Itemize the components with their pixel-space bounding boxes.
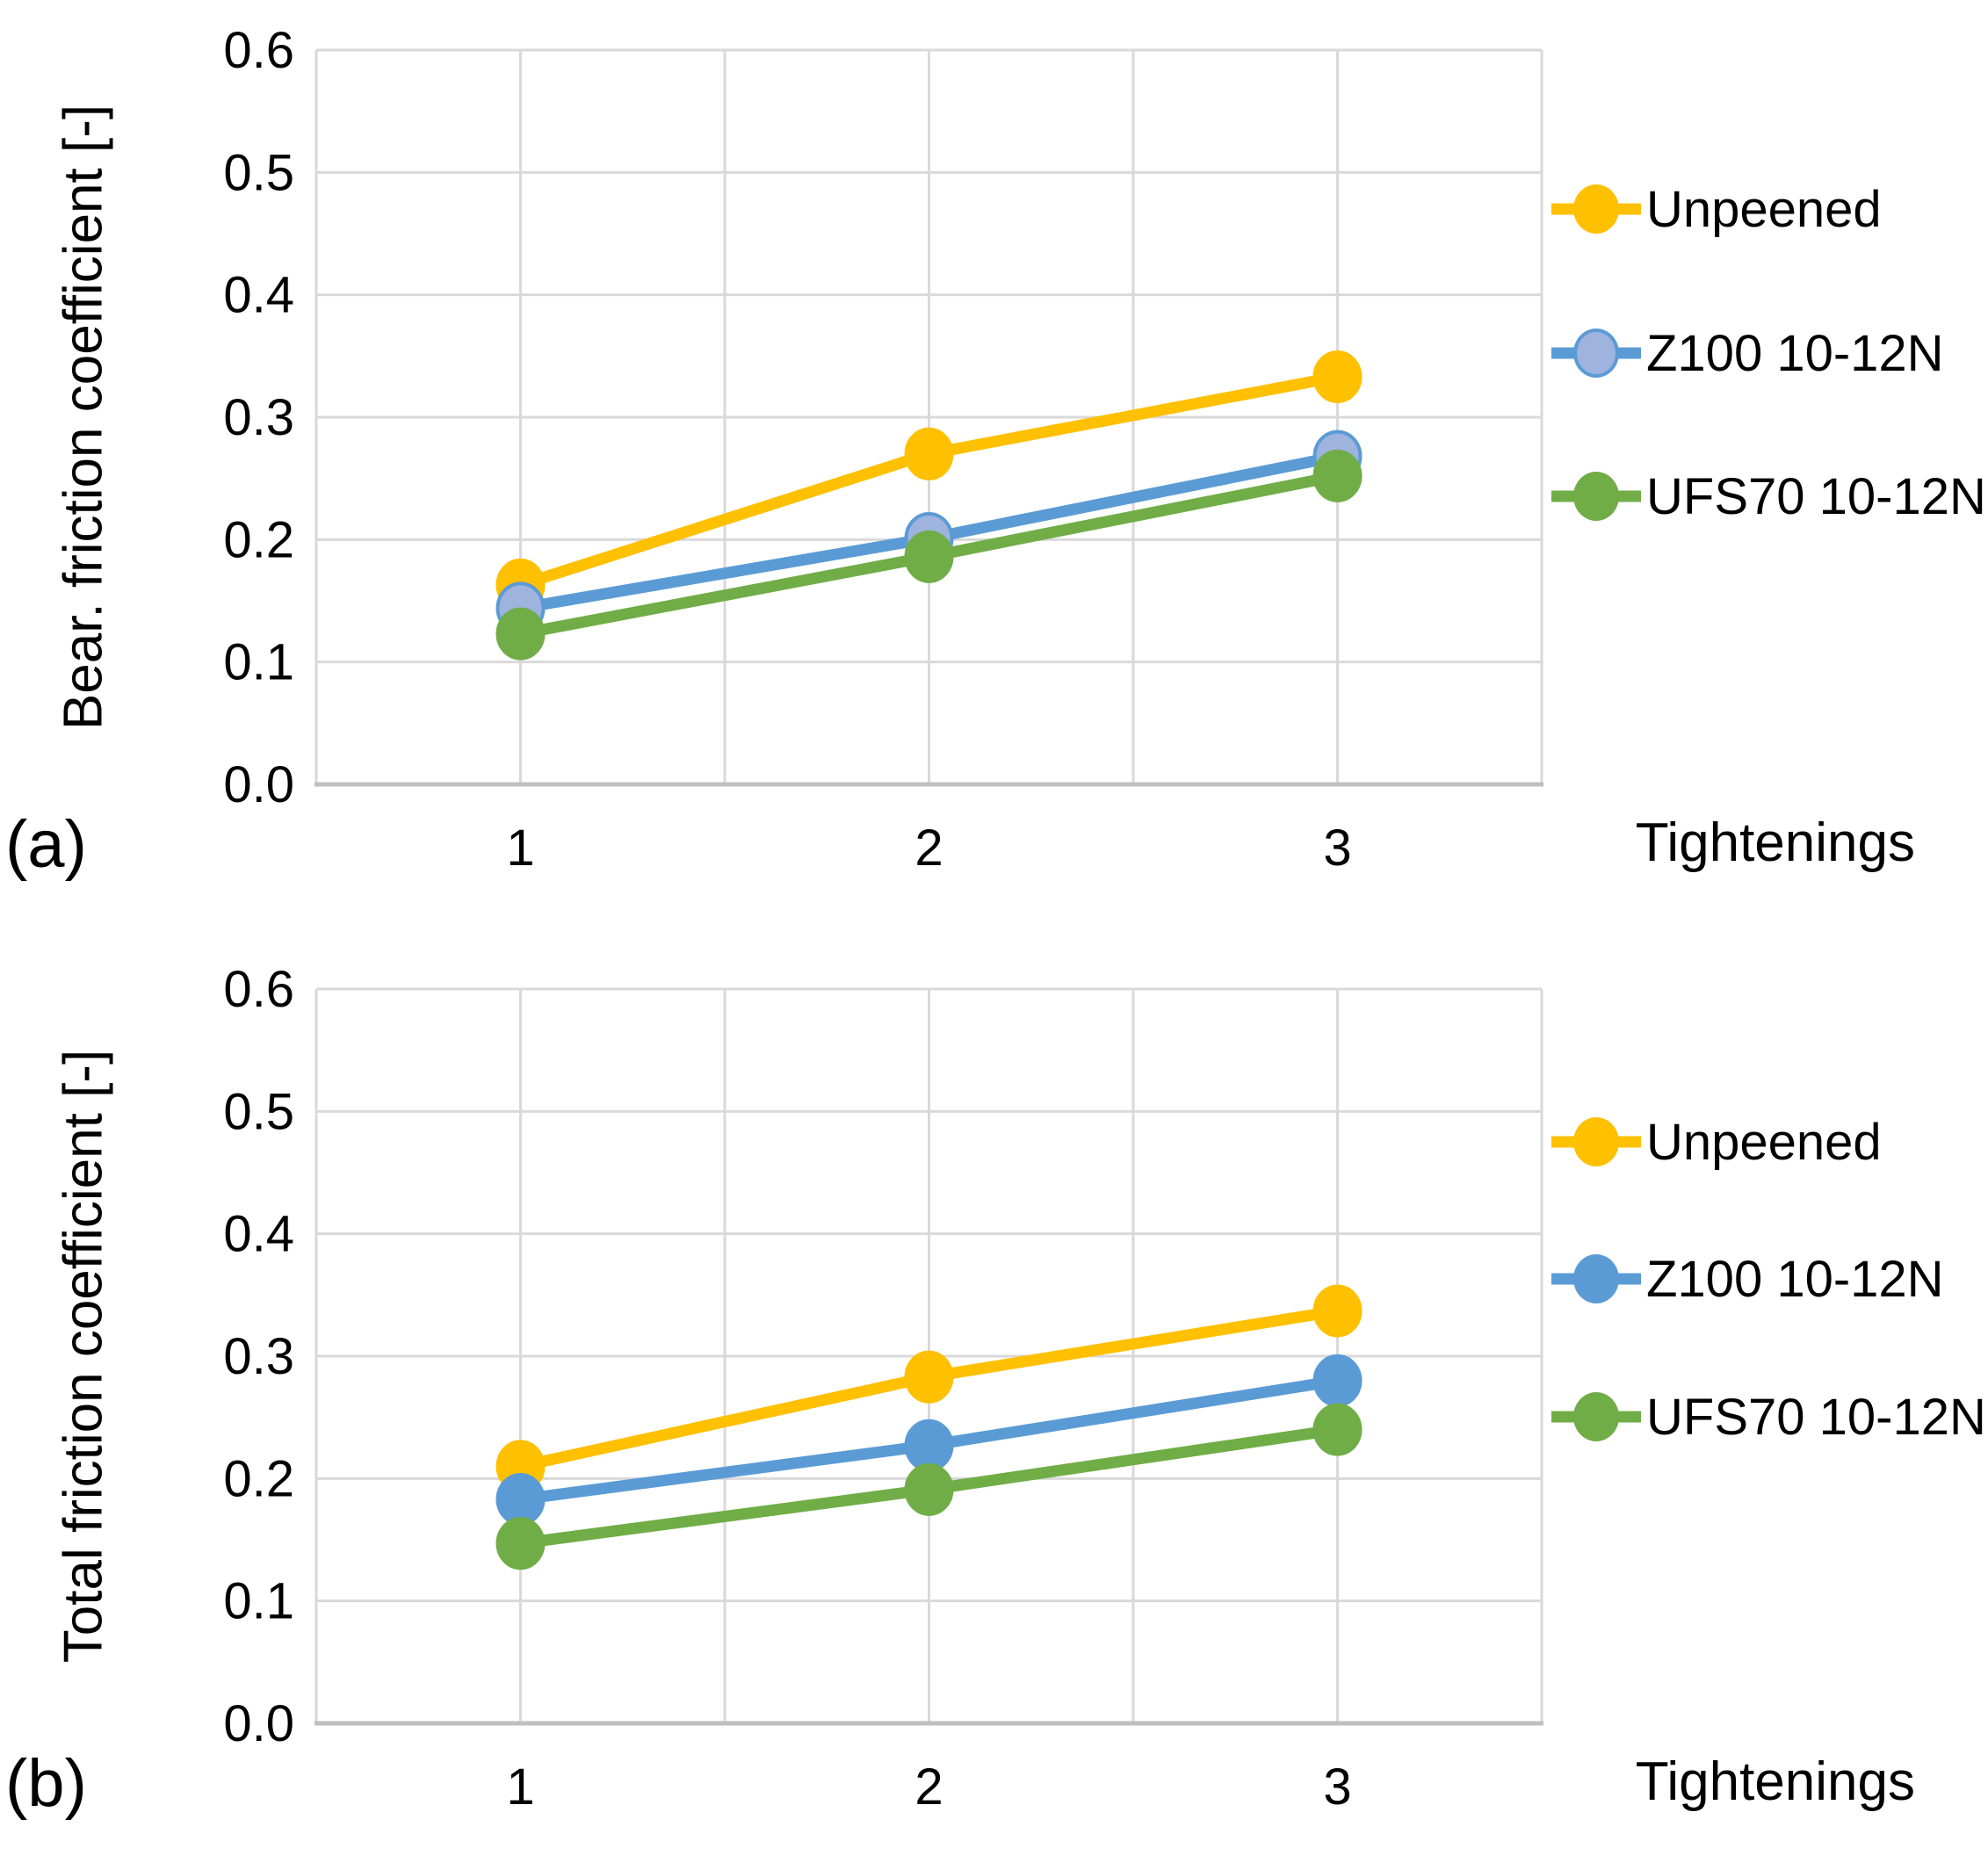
legend-line-marker-icon xyxy=(1551,1389,1641,1445)
data-point-marker xyxy=(1312,1354,1363,1407)
y-tick-label: 0.6 xyxy=(223,961,294,1018)
chart-a-x-axis-title: Tightenings xyxy=(1635,812,1915,873)
x-tick-label: 1 xyxy=(506,819,534,877)
panel-a-label: (a) xyxy=(5,807,87,882)
data-point-marker xyxy=(495,607,546,661)
legend-line-marker-icon xyxy=(1551,1251,1641,1307)
data-point-marker xyxy=(904,1462,954,1516)
chart-b-panel: 0.6 0.5 0.4 0.3 0.2 0.1 0.0 1 2 3 Total friction … xyxy=(0,939,1988,1870)
legend-item: Unpeened xyxy=(1551,180,1882,238)
y-tick-label: 0.5 xyxy=(223,144,294,201)
data-point-marker xyxy=(904,1419,954,1472)
data-point-marker xyxy=(904,427,954,480)
y-tick-label: 0.1 xyxy=(223,634,294,691)
chart-a-panel: 0.6 0.5 0.4 0.3 0.2 0.1 0.0 1 2 3 Bear. friction … xyxy=(0,0,1988,931)
data-point-marker xyxy=(1312,350,1363,404)
data-point-marker xyxy=(904,530,954,583)
y-tick-label: 0.2 xyxy=(223,1450,294,1507)
x-tick-label: 2 xyxy=(914,1758,943,1816)
legend-item: Z100 10-12N xyxy=(1551,1250,1944,1308)
legend-item: UFS70 10-12N xyxy=(1551,1388,1986,1446)
data-point-marker xyxy=(1312,1284,1363,1338)
chart-b-canvas: 0.6 0.5 0.4 0.3 0.2 0.1 0.0 1 2 3 xyxy=(223,961,1543,1816)
chart-b-legend: Unpeened Z100 10-12N UFS70 10-12N xyxy=(1551,939,1988,1870)
x-tick-label: 2 xyxy=(914,819,943,877)
y-tick-label: 0.2 xyxy=(223,511,294,568)
legend-label: UFS70 10-12N xyxy=(1646,1388,1986,1446)
chart-a-canvas: 0.6 0.5 0.4 0.3 0.2 0.1 0.0 1 2 3 xyxy=(223,22,1543,877)
data-point-marker xyxy=(904,1350,954,1404)
data-point-marker xyxy=(495,1517,546,1570)
legend-item: Z100 10-12N xyxy=(1551,324,1944,382)
y-tick-label: 0.0 xyxy=(223,1695,294,1752)
legend-line-marker-icon xyxy=(1551,468,1641,524)
legend-label: Unpeened xyxy=(1646,180,1882,238)
data-point-marker xyxy=(495,1473,546,1527)
legend-item: UFS70 10-12N xyxy=(1551,467,1986,525)
legend-label: UFS70 10-12N xyxy=(1646,467,1986,525)
chart-a-legend: Unpeened Z100 10-12N UFS70 10-12N xyxy=(1551,0,1988,931)
y-tick-label: 0.3 xyxy=(223,1328,294,1385)
panel-b-label: (b) xyxy=(5,1746,87,1821)
y-tick-label: 0.4 xyxy=(223,267,294,324)
legend-item: Unpeened xyxy=(1551,1113,1882,1171)
x-tick-label: 3 xyxy=(1323,1758,1351,1816)
chart-a-y-axis-title: Bear. friction coefficient [-] xyxy=(53,104,114,731)
x-tick-label: 3 xyxy=(1323,819,1351,877)
legend-line-marker-icon xyxy=(1551,325,1641,381)
chart-b-y-axis-title: Total friction coefficient [-] xyxy=(53,1049,114,1664)
y-tick-label: 0.3 xyxy=(223,389,294,446)
x-tick-label: 1 xyxy=(506,1758,534,1816)
data-point-marker xyxy=(1312,449,1363,502)
y-tick-label: 0.5 xyxy=(223,1083,294,1140)
y-tick-label: 0.4 xyxy=(223,1206,294,1263)
legend-label: Unpeened xyxy=(1646,1113,1882,1171)
data-point-marker xyxy=(1312,1403,1363,1456)
y-tick-label: 0.0 xyxy=(223,756,294,813)
legend-line-marker-icon xyxy=(1551,1114,1641,1170)
chart-b-x-axis-title: Tightenings xyxy=(1635,1751,1915,1812)
legend-label: Z100 10-12N xyxy=(1646,1250,1944,1308)
legend-line-marker-icon xyxy=(1551,181,1641,237)
y-tick-label: 0.1 xyxy=(223,1573,294,1630)
legend-label: Z100 10-12N xyxy=(1646,324,1944,382)
y-tick-label: 0.6 xyxy=(223,22,294,79)
